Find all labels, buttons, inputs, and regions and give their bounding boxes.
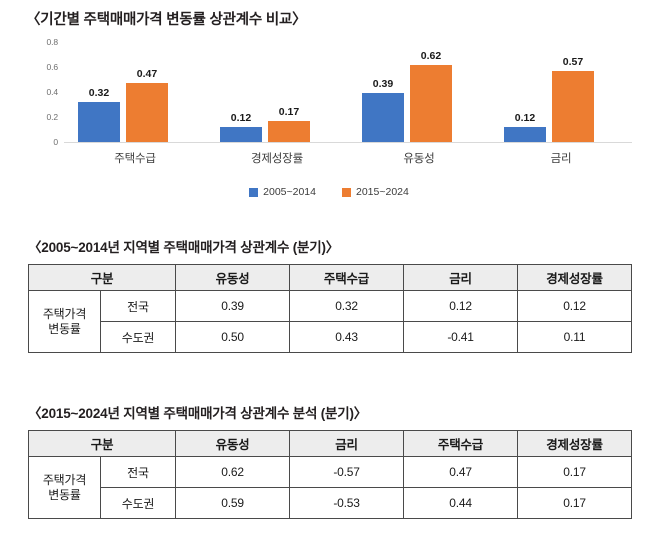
table-header-row: 구분 유동성 금리 주택수급 경제성장률 — [27, 430, 633, 457]
chart-plot-area: 0.8 0.6 0.4 0.2 0 0.32 0.47 0.12 0.17 0.39 0.62 0.… — [0, 37, 658, 150]
chart-legend: 2005~2014 2015~2024 — [0, 186, 658, 198]
value-cell: -0.53 — [289, 487, 405, 519]
bar-group: 0.12 0.57 — [490, 42, 632, 142]
legend-label: 2005~2014 — [263, 186, 316, 198]
value-cell: -0.57 — [289, 456, 405, 488]
row-group-label: 주택가격 변동률 — [28, 290, 101, 353]
bar: 0.32 — [78, 87, 120, 142]
table-row: 주택가격 변동률 전국 0.39 0.32 0.12 0.12 — [28, 290, 633, 353]
table-header-row: 구분 유동성 주택수급 금리 경제성장률 — [27, 264, 633, 291]
bar: 0.12 — [220, 112, 262, 142]
legend-item[interactable]: 2015~2024 — [342, 186, 409, 198]
y-axis-tick-labels: 0.8 0.6 0.4 0.2 0 — [12, 37, 58, 147]
bar-group: 0.39 0.62 — [348, 42, 490, 142]
y-axis-tick: 0.8 — [46, 37, 58, 47]
bar: 0.57 — [552, 56, 594, 142]
table-row: 주택가격 변동률 전국 0.62 -0.57 0.47 0.17 — [28, 456, 633, 519]
legend-label: 2015~2024 — [356, 186, 409, 198]
table-column-header: 금리 — [289, 430, 405, 457]
value-cell: 0.39 — [175, 290, 291, 322]
chart-title: 〈기간별 주택매매가격 변동률 상관계수 비교〉 — [26, 12, 307, 28]
x-axis-line — [64, 142, 632, 143]
bar: 0.39 — [362, 78, 404, 142]
table-column-header: 유동성 — [175, 430, 291, 457]
bar-value-label: 0.39 — [372, 78, 394, 91]
x-axis-category-label: 주택수급 — [114, 153, 156, 165]
value-cell: 0.50 — [175, 321, 291, 353]
bar-value-label: 0.17 — [278, 105, 300, 118]
value-cell: 0.44 — [403, 487, 519, 519]
region-cell: 수도권 — [99, 487, 177, 519]
value-cell: 0.12 — [403, 290, 519, 322]
value-cell: 0.11 — [517, 321, 633, 353]
value-cell: 0.17 — [517, 487, 633, 519]
value-cell: 0.32 — [289, 290, 405, 322]
row-group-label-line2: 변동률 — [48, 487, 81, 502]
legend-item[interactable]: 2005~2014 — [249, 186, 316, 198]
table-title: 〈2005~2014년 지역별 주택매매가격 상관계수 (분기)〉 — [28, 240, 340, 255]
correlation-table: 구분 유동성 금리 주택수급 경제성장률 주택가격 변동률 전국 0.62 -0.57 0.47 0… — [27, 430, 633, 519]
table-row: 수도권 0.59 -0.53 0.44 0.17 — [29, 487, 633, 519]
region-cell: 전국 — [99, 456, 177, 488]
region-cell: 전국 — [99, 290, 177, 322]
table-column-header: 유동성 — [175, 264, 291, 291]
table-column-header: 금리 — [403, 264, 519, 291]
bar-group: 0.12 0.17 — [206, 42, 348, 142]
bar: 0.47 — [126, 68, 168, 142]
bar-value-label: 0.12 — [230, 112, 252, 124]
bar-value-label: 0.47 — [136, 68, 158, 81]
table-column-header: 구분 — [27, 430, 177, 457]
x-axis-category-label: 금리 — [550, 153, 572, 165]
value-cell: 0.43 — [289, 321, 405, 353]
value-cell: 0.59 — [175, 487, 291, 519]
bar: 0.17 — [268, 106, 310, 142]
value-cell: 0.62 — [175, 456, 291, 488]
y-axis-tick: 0.2 — [46, 112, 58, 122]
y-axis-tick: 0 — [53, 137, 58, 147]
correlation-table: 구분 유동성 주택수급 금리 경제성장률 주택가격 변동률 전국 0.39 0.32 0.12 0.… — [27, 264, 633, 353]
bar-groups: 0.32 0.47 0.12 0.17 0.39 0.62 0.12 0.57 — [64, 42, 632, 142]
legend-color-swatch — [249, 187, 259, 197]
bar: 0.62 — [410, 50, 452, 142]
table-column-header: 주택수급 — [403, 430, 519, 457]
y-axis-tick: 0.6 — [46, 62, 58, 72]
bar-value-label: 0.62 — [420, 49, 442, 62]
row-group-label-line1: 주택가격 — [42, 306, 87, 321]
region-cell: 수도권 — [99, 321, 177, 353]
table-title: 〈2015~2024년 지역별 주택매매가격 상관계수 분석 (분기)〉 — [28, 406, 368, 421]
value-cell: 0.12 — [517, 290, 633, 322]
bar: 0.12 — [504, 112, 546, 142]
table-section-2015-2024: 〈2015~2024년 지역별 주택매매가격 상관계수 분석 (분기)〉 구분 유… — [0, 402, 658, 519]
x-axis-category-label: 경제성장률 — [251, 153, 303, 165]
row-group-label-line2: 변동률 — [48, 321, 81, 336]
y-axis-tick: 0.4 — [46, 87, 58, 97]
value-cell: 0.17 — [517, 456, 633, 488]
bar-value-label: 0.32 — [88, 87, 110, 99]
chart-section: 〈기간별 주택매매가격 변동률 상관계수 비교〉 0.8 0.6 0.4 0.2 0 0… — [0, 0, 658, 212]
table-column-header: 주택수급 — [289, 264, 405, 291]
row-group-label-line1: 주택가격 — [42, 472, 87, 487]
table-header-row: 구분 유동성 주택수급 금리 경제성장률 — [27, 264, 633, 291]
table-column-header: 구분 — [27, 264, 177, 291]
table-section-2005-2014: 〈2005~2014년 지역별 주택매매가격 상관계수 (분기)〉 구분 유동성 주… — [0, 236, 658, 353]
x-axis-category-label: 유동성 — [403, 153, 435, 165]
table-header-row: 구분 유동성 금리 주택수급 경제성장률 — [27, 430, 633, 457]
table-body: 주택가격 변동률 전국 0.39 0.32 0.12 0.12 수도권 0.50 0.43 -0.4… — [28, 290, 633, 353]
value-cell: 0.47 — [403, 456, 519, 488]
x-axis-category-labels: 주택수급 경제성장률 유동성 금리 — [64, 150, 632, 170]
bar-group: 0.32 0.47 — [64, 42, 206, 142]
value-cell: -0.41 — [403, 321, 519, 353]
legend-color-swatch — [342, 187, 351, 197]
bar-value-label: 0.12 — [514, 112, 536, 124]
row-group-label: 주택가격 변동률 — [28, 456, 101, 519]
table-column-header: 경제성장률 — [517, 430, 633, 457]
table-column-header: 경제성장률 — [517, 264, 633, 291]
table-row: 수도권 0.50 0.43 -0.41 0.11 — [29, 321, 633, 353]
table-body: 주택가격 변동률 전국 0.62 -0.57 0.47 0.17 수도권 0.59 -0.53 0.… — [28, 456, 633, 519]
bar-value-label: 0.57 — [562, 55, 584, 68]
